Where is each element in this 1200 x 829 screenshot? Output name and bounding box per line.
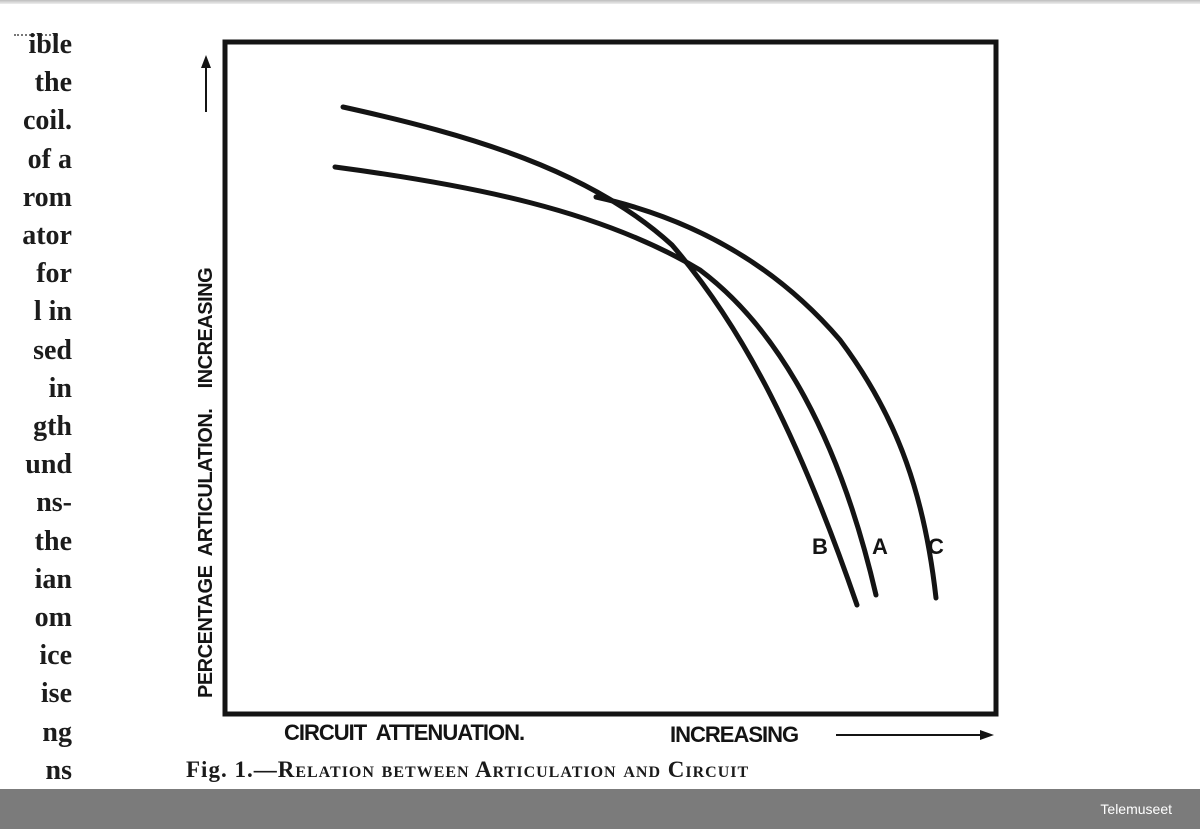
curve-label-b: B — [812, 534, 828, 559]
figure-caption: Fig. 1.—Relation between Articulation an… — [186, 757, 1016, 783]
side-text-line: sed — [33, 335, 72, 366]
x-axis-label-increasing: INCREASING — [670, 722, 798, 747]
y-axis-label: PERCENTAGE ARTICULATION. INCREASING — [195, 268, 217, 698]
curve-a — [332, 164, 879, 598]
side-text-line: the — [34, 526, 72, 557]
side-text-line: ns- — [36, 487, 72, 518]
x-axis-label: CIRCUIT ATTENUATION. — [284, 720, 524, 745]
plot-frame — [222, 39, 999, 717]
side-text-line: ns — [45, 755, 72, 786]
side-text-line: om — [34, 602, 72, 633]
figure-caption-text: Relation between Articulation and Circui… — [277, 757, 750, 782]
side-text-line: of a — [27, 144, 72, 175]
side-text-line: rom — [22, 182, 72, 213]
side-text-line: the — [34, 67, 72, 98]
side-text-line: ice — [39, 640, 72, 671]
articulation-figure: PERCENTAGE ARTICULATION. INCREASING B A … — [195, 39, 999, 747]
side-text-line: ng — [42, 717, 72, 748]
top-rule — [0, 0, 1200, 4]
curve-c — [593, 194, 939, 601]
side-text-line: ian — [34, 564, 72, 595]
curve-b — [340, 104, 860, 608]
figure-caption-prefix: Fig. 1.— — [186, 757, 278, 782]
side-text-line: l in — [33, 296, 72, 327]
curve-label-c: C — [928, 534, 944, 559]
side-text-line: und — [25, 449, 72, 480]
side-text-line: gth — [33, 411, 72, 442]
side-text-line: coil. — [23, 105, 72, 136]
side-text-line: ator — [22, 220, 72, 251]
cropped-text-fragment — [14, 34, 58, 42]
side-text-line: ible — [28, 29, 72, 60]
side-text-line: in — [48, 373, 72, 404]
side-text-line: ise — [40, 678, 72, 709]
footer-bar: Telemuseet — [0, 789, 1200, 829]
footer-credit: Telemuseet — [1100, 801, 1172, 817]
side-text-line: for — [36, 258, 72, 289]
y-axis-arrow — [201, 55, 211, 112]
curve-label-a: A — [872, 534, 888, 559]
x-axis-arrow — [836, 730, 994, 740]
